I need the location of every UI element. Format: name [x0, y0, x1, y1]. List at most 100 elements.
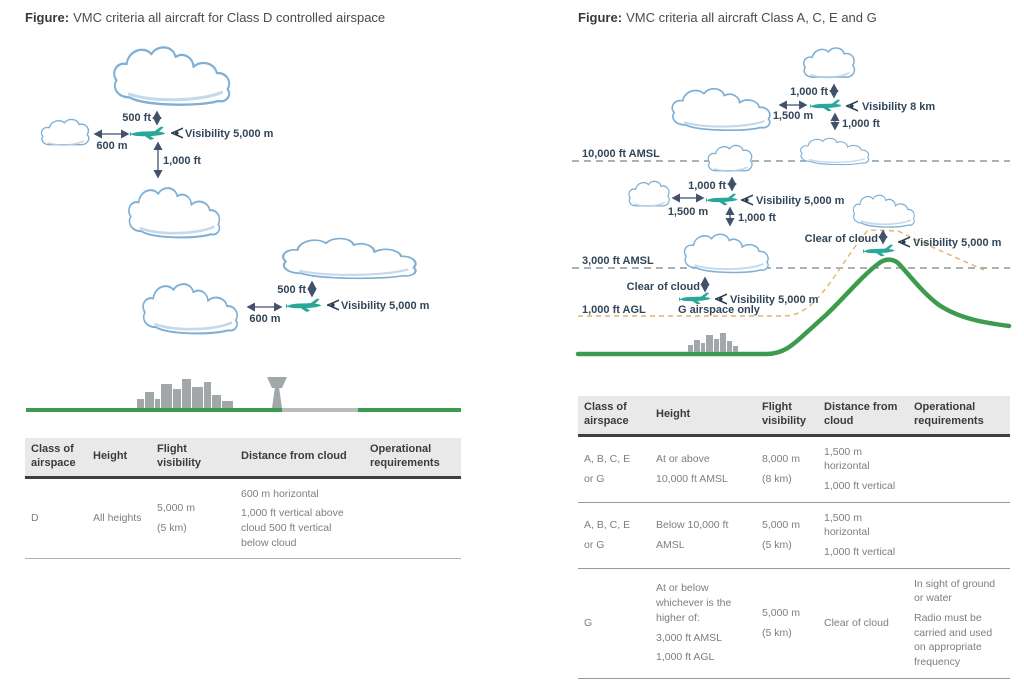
cell-line: 600 m horizontal — [241, 487, 319, 500]
visibility-eye-icon — [327, 299, 339, 311]
cell-line: 1,000 ft vertical — [824, 545, 896, 558]
cloud-clearance-label: 1,500 m — [668, 206, 709, 218]
aircraft-group-above-10000: 1,000 ft Visibility 8 km 1,500 m 1,000 f… — [773, 83, 935, 131]
cloud-icon — [281, 237, 418, 280]
figure-title-class-aceg: Figure: VMC criteria all aircraft Class A… — [578, 10, 877, 25]
col-header-operational-requirements: Operational requirements — [364, 438, 461, 477]
visibility-eye-icon — [898, 236, 910, 248]
visibility-label: Visibility 5,000 m — [913, 237, 1002, 249]
city-skyline — [137, 379, 233, 408]
altitude-label-1000-agl: 1,000 ft AGL — [582, 304, 646, 316]
cell-height: At or below whichever is the higher of: … — [650, 568, 756, 678]
cloud-icon — [671, 87, 771, 132]
cell-line: (5 km) — [157, 521, 187, 534]
cloud-clearance-label: 500 ft — [122, 112, 151, 124]
col-header-height: Height — [650, 396, 756, 435]
figure-title-text: VMC criteria all aircraft for Class D co… — [73, 10, 386, 25]
visibility-label: Visibility 5,000 m — [730, 294, 819, 306]
col-header-flight-visibility: Flight visibility — [151, 438, 235, 477]
cell-height: All heights — [87, 477, 151, 559]
diagram-class-aceg: 10,000 ft AMSL 3,000 ft AMSL 1,000 ft AG… — [572, 47, 1012, 357]
table-header: Class of airspace Height Flight visibili… — [25, 438, 461, 477]
cell-line: 3,000 ft AMSL — [656, 631, 722, 644]
aircraft-group-upper: 500 ft Visibility 5,000 m 600 m 1,000 ft — [93, 110, 274, 179]
airplane-icon — [679, 292, 711, 305]
cloud-clearance-label: 1,500 m — [773, 110, 814, 122]
cell-flight-visibility: 8,000 m (8 km) — [756, 435, 818, 502]
table-header: Class of airspace Height Flight visibili… — [578, 396, 1010, 435]
visibility-eye-icon — [171, 127, 183, 139]
col-header-flight-visibility: Flight visibility — [756, 396, 818, 435]
visibility-eye-icon — [741, 194, 753, 206]
cell-line: 1,500 m horizontal — [824, 511, 870, 539]
cell-distance-from-cloud: 1,500 m horizontal 1,000 ft vertical — [818, 435, 908, 502]
cloud-clearance-label: 1,000 ft — [163, 155, 201, 167]
aircraft-group-mountain: Clear of cloud Visibility 5,000 m — [805, 229, 1002, 257]
figure-label: Figure: — [578, 10, 623, 25]
vmc-table-class-d: Class of airspace Height Flight visibili… — [25, 438, 461, 559]
airplane-icon — [810, 99, 842, 112]
cell-line: or G — [584, 538, 605, 551]
cell-operational-requirements — [364, 477, 461, 559]
cell-line: Radio must be carried and used on approp… — [914, 612, 993, 669]
cloud-clearance-label: 1,000 ft — [738, 212, 776, 224]
cloud-icon — [799, 137, 870, 166]
visibility-eye-icon — [846, 100, 858, 112]
cell-distance-from-cloud: 600 m horizontal 1,000 ft vertical above… — [235, 477, 364, 559]
airplane-icon — [286, 298, 322, 312]
g-airspace-note: G airspace only — [678, 304, 761, 316]
table-row: D All heights 5,000 m (5 km) 600 m horiz… — [25, 477, 461, 559]
cell-line: 1,000 ft AGL — [656, 651, 715, 664]
clear-of-cloud-label: Clear of cloud — [627, 281, 700, 293]
level-line-1000-agl — [578, 229, 985, 317]
clear-of-cloud-label: Clear of cloud — [805, 233, 878, 245]
cell-line: 5,000 m — [762, 607, 800, 619]
cell-line: At or above — [656, 452, 710, 465]
cloud-icon — [683, 233, 770, 274]
control-tower-icon — [267, 377, 287, 408]
visibility-label: Visibility 5,000 m — [341, 300, 430, 312]
city-skyline-small — [688, 333, 738, 352]
cell-line: (5 km) — [762, 538, 792, 551]
cell-line: 5,000 m — [157, 502, 195, 515]
cell-line: 8,000 m — [762, 452, 800, 465]
cell-line: 5,000 m — [762, 518, 800, 531]
aircraft-group-lower: 500 ft Visibility 5,000 m 600 m — [246, 280, 430, 325]
cell-line: Below 10,000 ft — [656, 518, 729, 531]
cell-airspace: A, B, C, E or G — [578, 502, 650, 568]
cloud-icon — [802, 47, 856, 79]
table-row: G At or below whichever is the higher of… — [578, 568, 1010, 679]
vmc-table-class-aceg: Class of airspace Height Flight visibili… — [578, 396, 1010, 679]
cell-flight-visibility: 5,000 m (5 km) — [756, 502, 818, 568]
cell-line: G — [584, 616, 593, 629]
cloud-icon — [127, 186, 221, 239]
cloud-clearance-label: 1,000 ft — [842, 118, 880, 130]
cell-line: AMSL — [656, 538, 685, 551]
cell-line: Clear of cloud — [824, 616, 889, 629]
figure-label: Figure: — [25, 10, 70, 25]
airplane-icon — [863, 244, 895, 257]
cell-line: 1,000 ft vertical above cloud 500 ft ver… — [241, 507, 344, 549]
cell-line: (8 km) — [762, 472, 792, 485]
col-header-class-of-airspace: Class of airspace — [578, 396, 650, 435]
col-header-height: Height — [87, 438, 151, 477]
cell-line: 1,500 m horizontal — [824, 445, 870, 473]
figure-title-class-d: Figure: VMC criteria all aircraft for Cla… — [25, 10, 385, 25]
cell-line: All heights — [93, 512, 142, 525]
cloud-clearance-label: 1,000 ft — [688, 180, 726, 192]
cloud-icon — [40, 118, 90, 146]
col-header-distance-from-cloud: Distance from cloud — [235, 438, 364, 477]
airplane-icon — [130, 126, 166, 140]
cloud-icon — [141, 282, 239, 335]
altitude-label-10000-amsl: 10,000 ft AMSL — [582, 148, 660, 160]
cell-line: A, B, C, E — [584, 518, 631, 531]
cloud-icon — [628, 180, 671, 207]
cell-line: In sight of ground or water — [914, 577, 996, 605]
cloud-icon — [707, 144, 753, 172]
cell-line: (5 km) — [762, 626, 792, 639]
aircraft-group-g-airspace: Clear of cloud Visibility 5,000 m G airs… — [627, 276, 819, 316]
cloud-clearance-label: 600 m — [249, 313, 280, 325]
cell-line: A, B, C, E — [584, 452, 631, 465]
diagram-class-d: 500 ft Visibility 5,000 m 600 m 1,000 ft… — [26, 45, 461, 412]
